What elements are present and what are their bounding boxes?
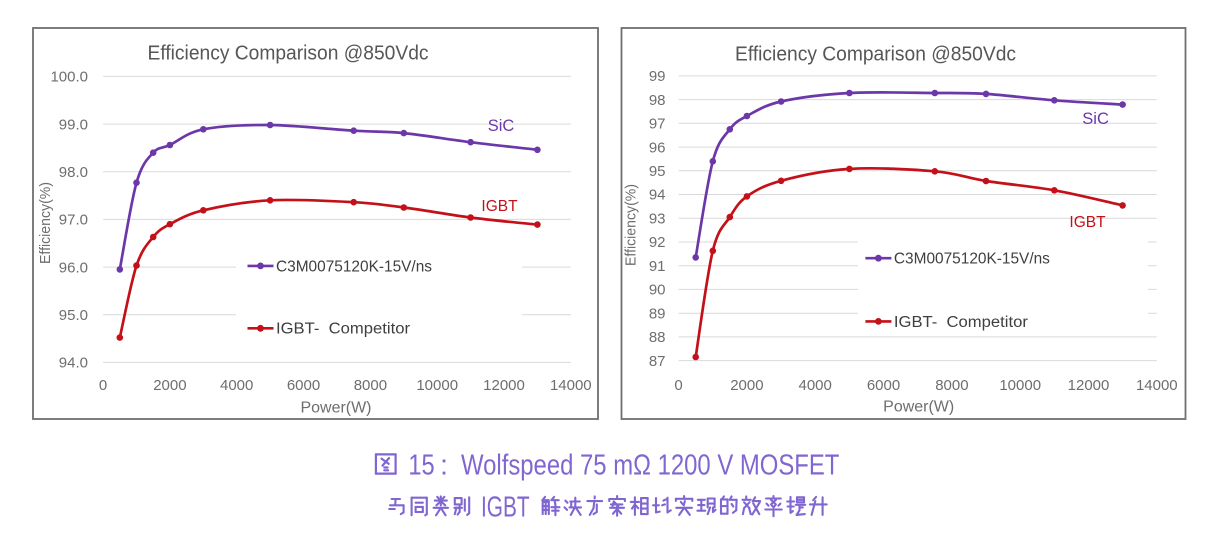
svg-text:0: 0 <box>674 377 682 394</box>
svg-text:87: 87 <box>649 353 666 370</box>
svg-text:97: 97 <box>649 116 666 133</box>
svg-text:99: 99 <box>649 68 666 85</box>
svg-text:12000: 12000 <box>1068 377 1110 394</box>
svg-text:15: 15 <box>408 449 434 481</box>
svg-text:91: 91 <box>649 258 666 275</box>
svg-text:Efficiency Comparison @850Vdc: Efficiency Comparison @850Vdc <box>735 44 1016 66</box>
svg-text:12000: 12000 <box>483 377 525 394</box>
svg-text:SiC: SiC <box>1082 110 1109 128</box>
svg-text:Power(W): Power(W) <box>883 399 954 416</box>
svg-text:4000: 4000 <box>220 377 253 394</box>
svg-text:14000: 14000 <box>1136 377 1178 394</box>
svg-text:SiC: SiC <box>488 117 515 135</box>
svg-text:2000: 2000 <box>730 377 763 394</box>
svg-text:Wolfspeed 75 mΩ 1200 V MOSFET: Wolfspeed 75 mΩ 1200 V MOSFET <box>461 449 840 481</box>
svg-text:2000: 2000 <box>153 377 186 394</box>
svg-text:10000: 10000 <box>416 377 458 394</box>
svg-text:89: 89 <box>649 305 666 322</box>
svg-text:Efficiency(%): Efficiency(%) <box>37 182 54 264</box>
svg-text:94: 94 <box>649 187 666 204</box>
svg-text:IGBT: IGBT <box>1069 214 1106 231</box>
svg-text:98: 98 <box>649 92 666 109</box>
svg-text:96.0: 96.0 <box>59 259 88 276</box>
svg-text:C3M0075120K-15V/ns: C3M0075120K-15V/ns <box>276 258 432 275</box>
svg-text:Efficiency(%): Efficiency(%) <box>623 184 640 266</box>
svg-text:88: 88 <box>649 329 666 346</box>
svg-text:95: 95 <box>649 163 666 180</box>
svg-text:6000: 6000 <box>867 377 900 394</box>
svg-text:4000: 4000 <box>799 377 832 394</box>
svg-text:IGBT: IGBT <box>481 198 518 215</box>
svg-text:8000: 8000 <box>354 377 387 394</box>
svg-text:8000: 8000 <box>935 377 968 394</box>
svg-text:95.0: 95.0 <box>59 307 88 324</box>
svg-text:99.0: 99.0 <box>59 116 88 133</box>
svg-text:IGBT: IGBT <box>481 491 530 523</box>
svg-text:98.0: 98.0 <box>59 164 88 181</box>
svg-text:96: 96 <box>649 139 666 156</box>
svg-text:93: 93 <box>649 210 666 227</box>
svg-text:C3M0075120K-15V/ns: C3M0075120K-15V/ns <box>894 251 1050 268</box>
svg-text:6000: 6000 <box>287 377 320 394</box>
svg-text:94.0: 94.0 <box>59 355 88 372</box>
svg-text:Power(W): Power(W) <box>301 400 372 417</box>
svg-text:97.0: 97.0 <box>59 212 88 229</box>
svg-text:14000: 14000 <box>550 377 592 394</box>
svg-text:92: 92 <box>649 234 666 251</box>
svg-text:90: 90 <box>649 282 666 299</box>
svg-text:100.0: 100.0 <box>50 69 88 86</box>
svg-text:0: 0 <box>99 377 107 394</box>
svg-text::: : <box>440 449 448 481</box>
svg-text:IGBT- Competitor: IGBT- Competitor <box>276 321 410 338</box>
svg-text:IGBT- Competitor: IGBT- Competitor <box>894 314 1028 331</box>
svg-text:Efficiency Comparison @850Vdc: Efficiency Comparison @850Vdc <box>148 43 429 65</box>
svg-text:10000: 10000 <box>999 377 1041 394</box>
